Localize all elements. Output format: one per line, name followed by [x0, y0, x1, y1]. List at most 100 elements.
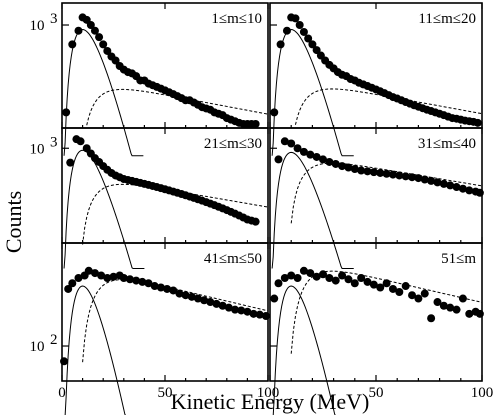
- data-point: [193, 294, 202, 303]
- y-tick-exponent: 3: [50, 134, 58, 150]
- data-point: [395, 288, 404, 297]
- data-point: [251, 120, 260, 128]
- y-tick-exponent: 2: [50, 332, 58, 348]
- data-point: [175, 289, 184, 298]
- data-point: [369, 168, 378, 177]
- data-point: [287, 271, 296, 280]
- data-point: [97, 271, 106, 280]
- data-point: [68, 40, 77, 49]
- panel-label: 21≤m≤30: [204, 136, 262, 152]
- panel: 0 50 100 10 2 41≤m≤50: [30, 242, 279, 415]
- data-point: [224, 303, 233, 312]
- panel-label: 31≤m≤40: [418, 136, 476, 152]
- data-point: [282, 26, 291, 35]
- data-point: [475, 188, 484, 197]
- data-point: [99, 40, 108, 49]
- data-point: [90, 26, 99, 35]
- data-point: [125, 275, 134, 284]
- data-point: [62, 108, 71, 117]
- data-point: [64, 284, 73, 293]
- data-point: [357, 166, 366, 175]
- data-point: [144, 279, 153, 288]
- data-point: [465, 186, 474, 195]
- x-tick-label: 100: [471, 385, 494, 401]
- data-point: [408, 291, 417, 300]
- data-point: [293, 273, 302, 282]
- panel-label: 51≤m: [441, 251, 476, 267]
- panel: 10 3 1≤m≤10: [30, 2, 269, 157]
- x-tick-label: 50: [158, 385, 173, 401]
- data-point: [95, 33, 104, 42]
- data-point: [287, 139, 296, 148]
- data-point: [109, 272, 118, 281]
- data-point: [427, 176, 436, 185]
- data-point: [200, 296, 209, 305]
- data-point: [150, 282, 159, 291]
- data-point: [293, 144, 302, 153]
- data-point: [74, 273, 83, 282]
- panel: 31≤m≤40: [269, 127, 484, 270]
- data-point: [276, 40, 285, 49]
- data-point: [299, 266, 308, 275]
- data-point: [156, 283, 165, 292]
- panel-label: 1≤m≤10: [211, 11, 262, 27]
- data-point: [376, 168, 385, 177]
- data-point: [312, 272, 321, 281]
- data-point: [344, 275, 353, 284]
- data-point: [212, 299, 221, 308]
- data-point: [103, 46, 112, 55]
- data-point: [420, 289, 429, 298]
- data-point: [446, 181, 455, 190]
- panel: 11≤m≤20: [269, 2, 483, 157]
- data-point: [395, 171, 404, 180]
- data-point: [90, 269, 99, 278]
- y-tick-label: 10: [30, 18, 45, 34]
- data-point: [243, 307, 252, 316]
- data-point: [414, 294, 423, 303]
- panel-label: 41≤m≤50: [204, 251, 262, 267]
- data-point: [306, 150, 315, 159]
- data-point: [350, 279, 359, 288]
- x-tick-label: 50: [369, 385, 384, 401]
- data-point: [306, 269, 315, 278]
- data-point: [299, 27, 308, 36]
- y-axis-title: Counts: [1, 191, 26, 253]
- data-point: [388, 284, 397, 293]
- data-point: [163, 284, 172, 293]
- data-point: [408, 173, 417, 182]
- data-point: [446, 303, 455, 312]
- data-point: [439, 301, 448, 310]
- data-point: [86, 21, 95, 30]
- data-point: [76, 137, 85, 146]
- data-point: [344, 163, 353, 172]
- data-point: [66, 158, 75, 167]
- data-point: [169, 286, 178, 295]
- y-tick-exponent: 3: [50, 11, 58, 27]
- data-point: [237, 306, 246, 315]
- data-point: [187, 292, 196, 301]
- data-point: [111, 56, 120, 65]
- data-point: [319, 270, 327, 279]
- data-point: [452, 305, 461, 314]
- data-point: [261, 311, 270, 320]
- data-point: [312, 152, 321, 161]
- y-tick-label: 10: [30, 339, 45, 355]
- data-point: [255, 310, 264, 319]
- data-point: [439, 179, 448, 188]
- data-point: [132, 276, 141, 285]
- data-point: [388, 170, 397, 179]
- data-point: [414, 174, 423, 183]
- panel: 10 3 21≤m≤30: [30, 127, 269, 270]
- slow-component-curve: [82, 183, 269, 245]
- data-point: [251, 217, 260, 226]
- data-point: [401, 282, 410, 291]
- data-point: [119, 273, 128, 282]
- data-point: [458, 184, 467, 193]
- data-point: [350, 165, 359, 174]
- data-point: [382, 279, 391, 288]
- data-point: [338, 162, 347, 171]
- data-point: [458, 294, 467, 303]
- data-point: [331, 159, 340, 168]
- data-point: [357, 273, 366, 282]
- fast-component-curve: [64, 285, 126, 415]
